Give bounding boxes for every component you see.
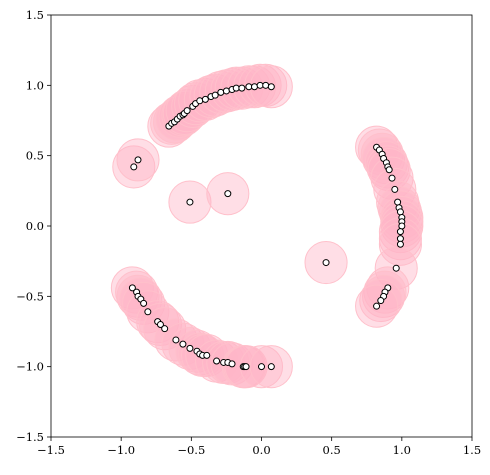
data-point <box>377 297 385 305</box>
x-tick-label: −1.5 <box>37 443 65 457</box>
data-point <box>385 166 393 174</box>
data-point <box>203 351 211 359</box>
data-point <box>183 107 191 115</box>
data-point <box>391 185 399 193</box>
data-point <box>186 344 194 352</box>
data-point <box>134 156 142 164</box>
x-tick-label: 1.5 <box>463 443 481 457</box>
data-point <box>388 174 396 182</box>
data-point <box>156 320 164 328</box>
data-point <box>179 340 187 348</box>
y-tick-label: 0.5 <box>26 149 44 163</box>
y-tick-label: 1.5 <box>26 8 44 22</box>
x-tick-label: 0.0 <box>252 443 270 457</box>
data-point <box>161 325 169 333</box>
data-point <box>222 87 230 95</box>
data-point <box>213 357 221 365</box>
data-point <box>396 240 404 248</box>
data-point <box>396 228 404 236</box>
data-point <box>196 97 204 105</box>
data-point <box>258 363 265 371</box>
x-tick-label: 0.5 <box>323 443 341 457</box>
data-point <box>322 259 330 267</box>
data-point <box>217 88 225 96</box>
y-tick-label: −0.5 <box>16 289 44 303</box>
y-tick-label: −1.5 <box>16 430 44 444</box>
data-point <box>250 83 258 91</box>
x-tick-label: −1.0 <box>107 443 135 457</box>
data-point <box>394 198 402 206</box>
data-point <box>267 363 275 371</box>
data-point <box>128 284 136 292</box>
data-point <box>262 81 270 89</box>
y-tick-label: 1.0 <box>26 78 44 92</box>
data-point <box>140 299 148 307</box>
data-point <box>373 302 381 310</box>
data-point <box>256 81 264 89</box>
data-point <box>267 83 275 91</box>
data-point <box>398 222 406 230</box>
data-point <box>228 360 236 368</box>
coverage-circles-layer <box>110 63 424 389</box>
y-axis-ticks: −1.5 −1.0 −0.5 0.0 0.5 1.0 1.5 <box>16 8 51 444</box>
data-point <box>186 198 194 206</box>
data-points-layer <box>128 81 406 371</box>
data-point <box>224 190 232 198</box>
data-point <box>211 91 219 99</box>
data-point <box>201 95 209 103</box>
data-point <box>238 84 246 92</box>
data-point <box>245 83 253 91</box>
data-point <box>144 308 152 316</box>
data-point <box>242 363 250 371</box>
data-point <box>396 208 404 216</box>
y-tick-label: 0.0 <box>26 219 44 233</box>
y-tick-label: −1.0 <box>16 360 44 374</box>
x-tick-label: 1.0 <box>393 443 411 457</box>
data-point <box>172 336 180 344</box>
data-point <box>392 264 400 272</box>
data-point <box>130 163 138 171</box>
data-point <box>396 235 404 243</box>
x-axis-ticks: −1.5 −1.0 −0.5 0.0 0.5 1.0 1.5 <box>37 437 481 457</box>
x-tick-label: −0.5 <box>177 443 205 457</box>
data-point <box>232 84 240 92</box>
